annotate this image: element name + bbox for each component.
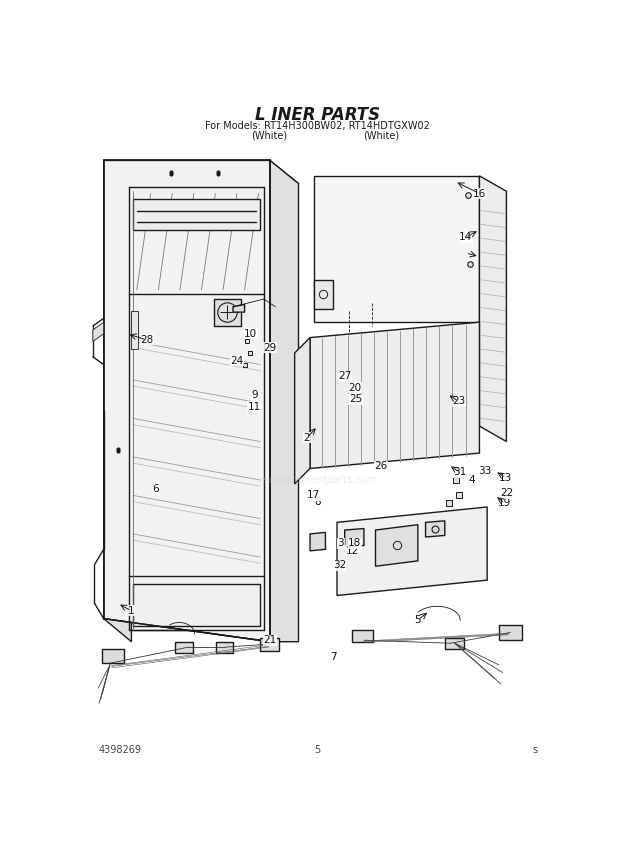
Text: 16: 16 [473, 188, 486, 199]
Text: (White): (White) [251, 131, 287, 141]
Text: 1: 1 [128, 606, 135, 616]
Polygon shape [310, 322, 479, 468]
Text: 18: 18 [348, 538, 361, 548]
Text: 14: 14 [459, 233, 472, 242]
Polygon shape [104, 160, 298, 183]
Polygon shape [310, 532, 326, 551]
Polygon shape [260, 638, 279, 651]
Polygon shape [498, 625, 522, 640]
Text: 24: 24 [230, 356, 244, 366]
Polygon shape [93, 322, 104, 342]
Polygon shape [445, 638, 464, 650]
Text: 4398269: 4398269 [99, 745, 141, 754]
Polygon shape [233, 305, 245, 312]
Polygon shape [129, 187, 264, 630]
Polygon shape [175, 642, 193, 653]
Text: 31: 31 [453, 467, 466, 478]
Text: 12: 12 [346, 546, 359, 556]
Text: 20: 20 [348, 383, 361, 393]
Text: 5: 5 [415, 615, 421, 625]
Text: For Models: RT14H300BW02, RT14HDTGXW02: For Models: RT14H300BW02, RT14HDTGXW02 [205, 121, 430, 131]
Polygon shape [104, 160, 270, 642]
Text: 21: 21 [264, 635, 277, 645]
Polygon shape [102, 650, 124, 663]
Text: 23: 23 [452, 396, 465, 407]
Circle shape [345, 214, 406, 276]
Polygon shape [104, 160, 131, 642]
Polygon shape [294, 337, 310, 484]
Text: 9: 9 [251, 390, 258, 401]
Polygon shape [314, 175, 479, 322]
Text: s: s [532, 745, 537, 754]
Polygon shape [270, 160, 298, 642]
Polygon shape [345, 528, 364, 547]
Text: 25: 25 [349, 394, 362, 404]
Text: 6: 6 [153, 484, 159, 494]
Text: L INER PARTS: L INER PARTS [255, 106, 380, 124]
Text: 7: 7 [330, 652, 337, 663]
Text: 28: 28 [140, 335, 153, 345]
Polygon shape [131, 311, 138, 349]
Text: 32: 32 [333, 561, 346, 570]
Text: 19: 19 [498, 498, 511, 508]
Text: 26: 26 [374, 461, 388, 471]
Text: 8: 8 [314, 496, 321, 507]
Text: (White): (White) [363, 131, 400, 141]
Polygon shape [352, 630, 373, 642]
Polygon shape [216, 642, 233, 653]
Text: 4: 4 [469, 475, 475, 485]
Text: 13: 13 [499, 473, 512, 483]
Polygon shape [479, 175, 507, 442]
Text: 29: 29 [264, 342, 277, 353]
Polygon shape [376, 525, 418, 567]
Polygon shape [214, 299, 241, 326]
Polygon shape [314, 280, 333, 309]
Text: 10: 10 [244, 329, 257, 339]
Polygon shape [425, 520, 445, 537]
Text: 2: 2 [304, 432, 310, 443]
Polygon shape [133, 199, 260, 229]
Text: 3: 3 [337, 538, 344, 548]
Text: 22: 22 [500, 488, 513, 498]
Text: 27: 27 [338, 371, 352, 381]
Text: 33: 33 [478, 466, 492, 476]
Polygon shape [133, 584, 260, 627]
Text: 5: 5 [314, 745, 321, 754]
Text: ereplacementparts.com: ereplacementparts.com [259, 475, 376, 485]
Text: 17: 17 [308, 490, 321, 501]
Polygon shape [337, 507, 487, 596]
Text: 11: 11 [248, 401, 261, 412]
